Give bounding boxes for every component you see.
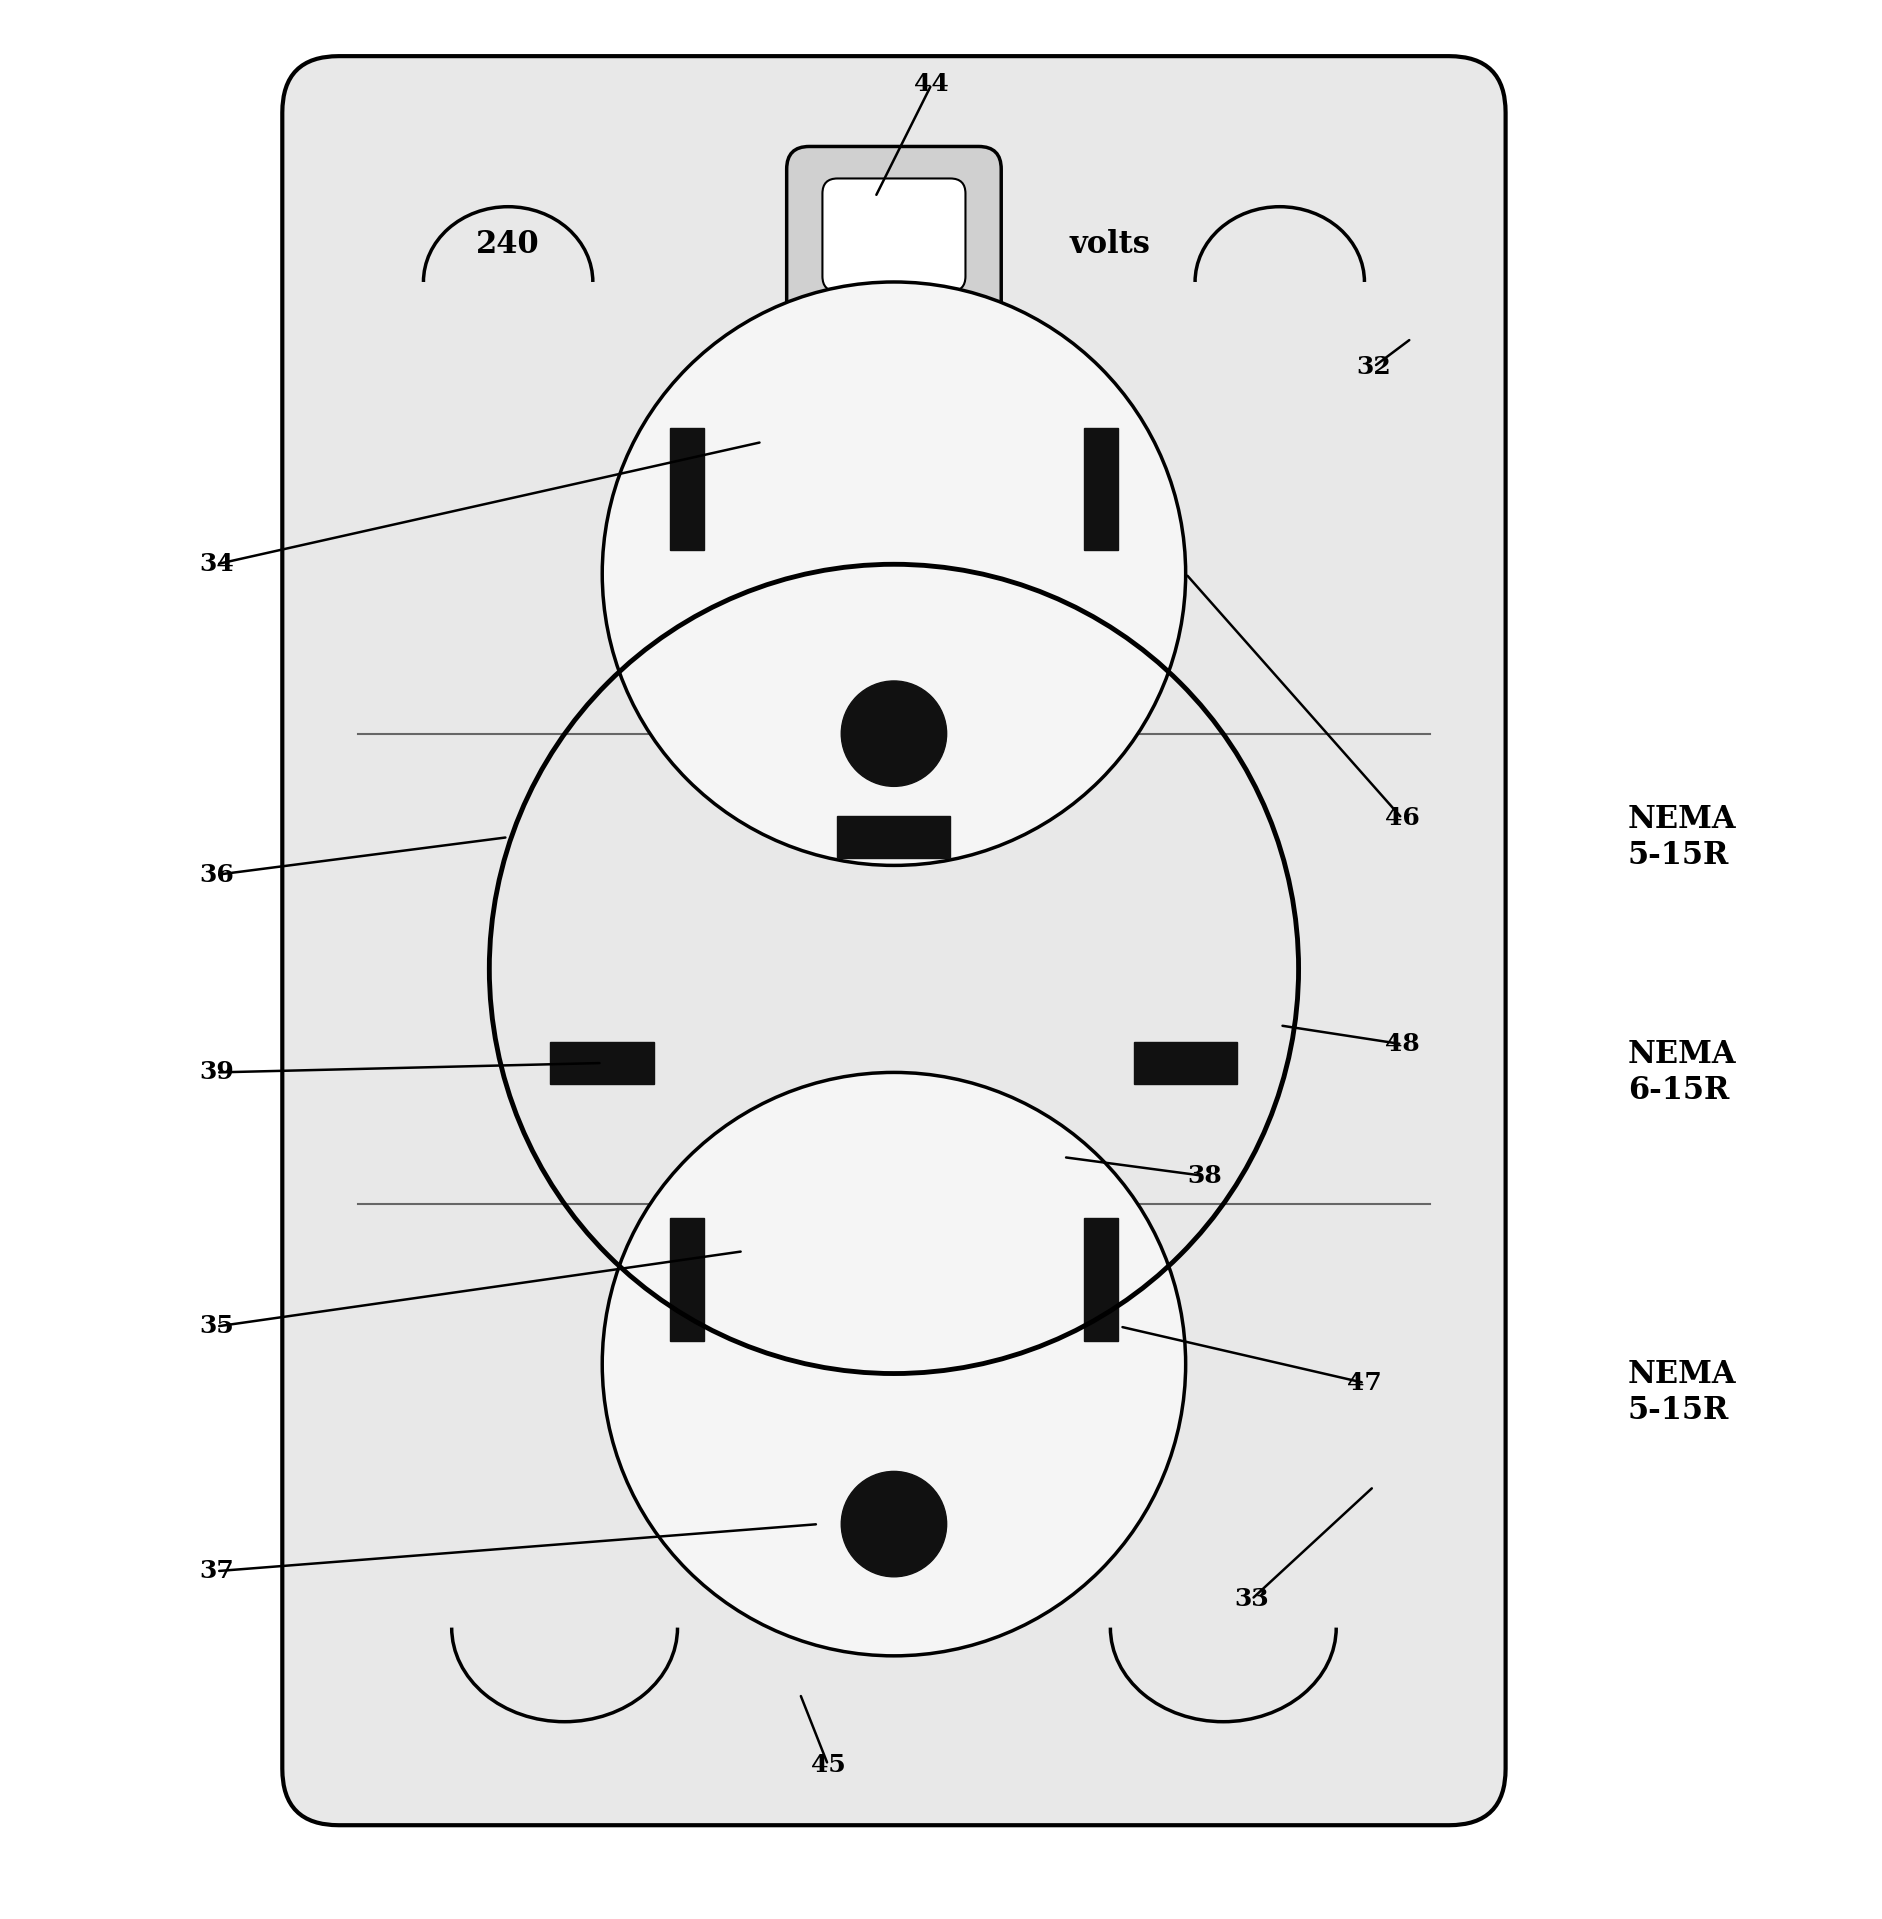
Text: volts: volts	[1071, 228, 1150, 259]
FancyBboxPatch shape	[822, 178, 965, 292]
FancyBboxPatch shape	[787, 146, 1001, 324]
Text: 32: 32	[1357, 355, 1391, 378]
Bar	[1084, 428, 1118, 551]
Bar	[670, 1219, 704, 1341]
Bar	[1084, 1219, 1118, 1341]
Text: 34: 34	[199, 553, 233, 576]
Text: 45: 45	[811, 1752, 845, 1777]
Text: 38: 38	[1188, 1165, 1221, 1188]
Text: NEMA
5-15R: NEMA 5-15R	[1628, 1359, 1737, 1426]
FancyBboxPatch shape	[282, 56, 1506, 1825]
Text: NEMA
6-15R: NEMA 6-15R	[1628, 1038, 1737, 1105]
Bar	[550, 1042, 653, 1084]
Bar	[670, 428, 704, 551]
Circle shape	[841, 1472, 947, 1577]
Circle shape	[602, 282, 1186, 865]
Circle shape	[841, 681, 947, 787]
Bar	[837, 816, 950, 858]
Circle shape	[847, 1478, 941, 1572]
Text: 47: 47	[1348, 1370, 1381, 1395]
Text: 36: 36	[199, 864, 233, 887]
Text: 44: 44	[915, 73, 949, 96]
Bar	[1133, 1042, 1238, 1084]
Text: 46: 46	[1385, 806, 1419, 831]
Circle shape	[602, 1073, 1186, 1656]
Text: 37: 37	[199, 1558, 233, 1583]
Text: NEMA
5-15R: NEMA 5-15R	[1628, 804, 1737, 871]
Text: 39: 39	[199, 1061, 233, 1084]
Circle shape	[847, 687, 941, 781]
Text: 35: 35	[199, 1315, 233, 1338]
Text: 48: 48	[1385, 1032, 1419, 1055]
Text: 240: 240	[476, 228, 540, 259]
Text: 33: 33	[1235, 1587, 1268, 1612]
